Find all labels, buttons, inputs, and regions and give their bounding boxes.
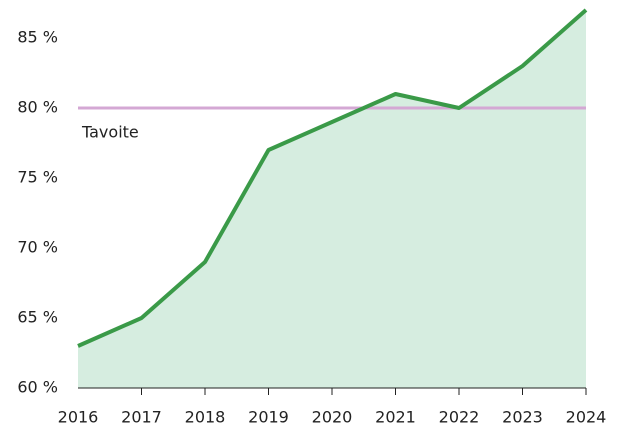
y-tick-label: 75 %	[17, 168, 58, 187]
x-tick-label: 2017	[121, 408, 162, 427]
target-label: Tavoite	[81, 123, 139, 142]
x-tick-label: 2020	[312, 408, 353, 427]
area-fill	[78, 10, 586, 388]
y-tick-label: 65 %	[17, 308, 58, 327]
x-tick-label: 2018	[185, 408, 226, 427]
y-tick-label: 60 %	[17, 378, 58, 397]
x-tick-label: 2024	[566, 408, 607, 427]
y-tick-label: 80 %	[17, 98, 58, 117]
line	[77, 8, 588, 348]
y-tick-label: 70 %	[17, 238, 58, 257]
x-tick-label: 2021	[375, 408, 416, 427]
y-tick-label: 85 %	[17, 28, 58, 47]
x-tick-label: 2022	[439, 408, 480, 427]
x-tick-label: 2023	[502, 408, 543, 427]
x-tick-label: 2016	[58, 408, 99, 427]
x-tick-label: 2019	[248, 408, 289, 427]
